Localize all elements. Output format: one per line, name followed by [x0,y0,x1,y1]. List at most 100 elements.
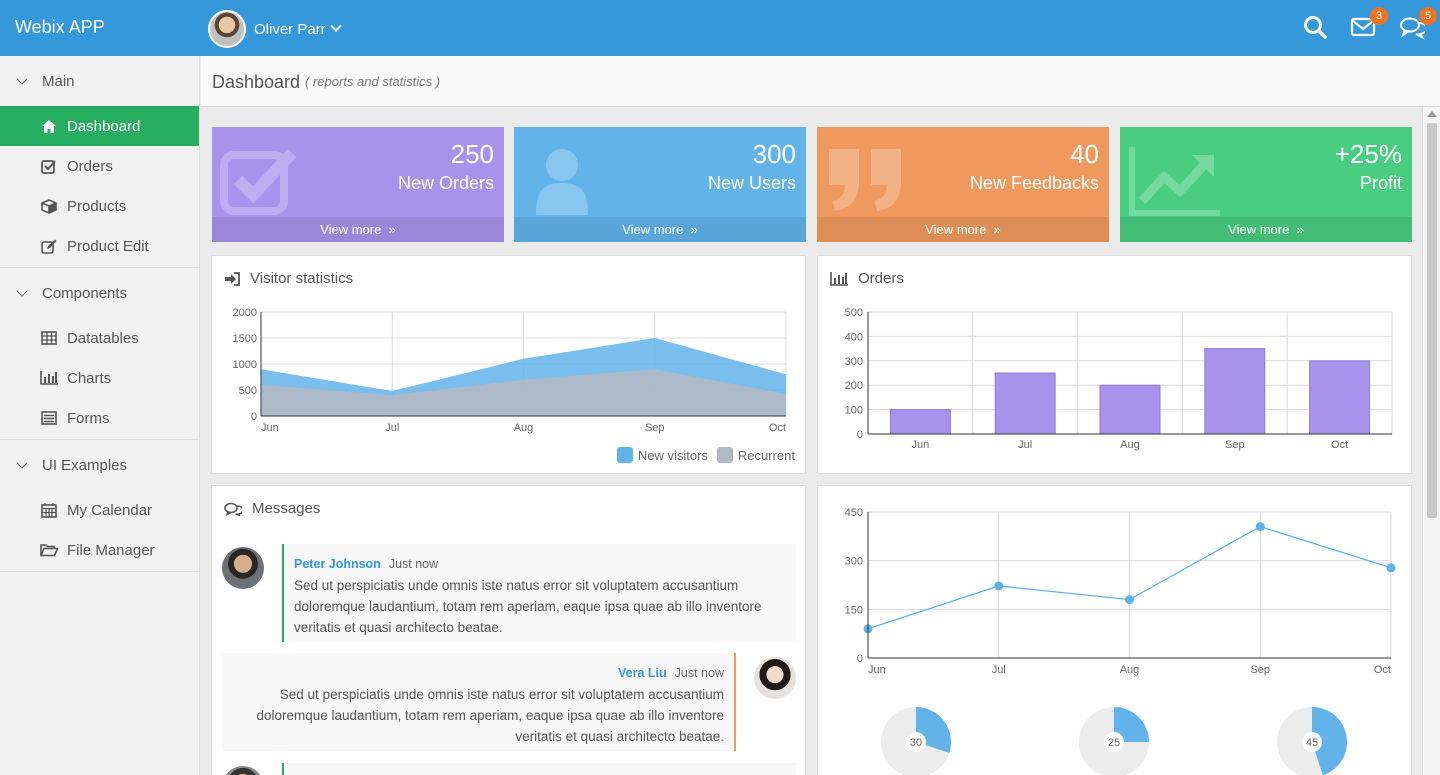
mail-icon[interactable]: 3 [1350,7,1388,42]
chevron-down-icon [16,73,28,85]
y-tick-label: 450 [845,507,863,519]
search-icon[interactable] [1302,14,1330,42]
sidebar-group-components[interactable]: Components [0,268,199,318]
app-title[interactable]: Webix APP [15,17,105,37]
panel-title-text: Messages [252,500,321,517]
scroll-up-icon[interactable] [1427,111,1437,117]
bar-chart-icon [830,271,848,286]
panel-title: Messages [224,500,320,517]
bar [889,409,951,435]
sidebar-item-products[interactable]: Products [0,186,199,226]
avatar[interactable] [754,657,796,699]
comments-icon [224,502,242,516]
view-more-label: View more [320,222,382,237]
scrollbar-thumb[interactable] [1427,123,1437,518]
check-square-icon [220,148,297,215]
avatar[interactable] [222,766,264,775]
chart-legend: New visitors Recurrent [608,447,795,463]
sidebar-item-file-manager[interactable]: File Manager [0,530,199,570]
stat-label: New Users [707,173,796,193]
user-menu[interactable]: Oliver Parr [208,10,342,48]
x-tick-label: Oct [769,422,786,434]
stat-tile-new-users: 300 New Users View more » [514,127,806,242]
bar [994,372,1056,435]
double-chevron-right-icon: » [1292,222,1304,237]
avatar[interactable] [222,547,264,589]
edit-icon [40,239,58,254]
x-tick-label: Sep [1250,664,1270,676]
stat-label: Profit [1359,173,1402,193]
sidebar-item-label: File Manager [67,541,155,559]
sidebar-item-datatables[interactable]: Datatables [0,318,199,358]
x-tick-label: Oct [1331,439,1348,451]
legend-swatch [716,447,733,463]
x-tick-label: Jun [912,439,930,451]
view-more-link[interactable]: View more » [212,217,504,242]
message-text: Sed ut perspiciatis unde omnis iste natu… [256,687,724,744]
top-bar: Webix APP Oliver Parr 3 5 [0,0,1440,56]
data-point [1386,563,1396,573]
sidebar-group-ui-examples[interactable]: UI Examples [0,440,199,490]
y-tick-label: 100 [845,405,863,417]
message-author[interactable]: Vera Liu [618,666,667,680]
sidebar-group-label: Main [42,72,75,90]
double-chevron-right-icon: » [384,222,396,237]
visitor-statistics-panel: Visitor statistics 0 500 1000 1500 2000 Jun Ju… [211,255,806,474]
sidebar-item-my-calendar[interactable]: My Calendar [0,490,199,530]
chat-icon[interactable]: 5 [1399,7,1437,42]
sign-in-icon [224,271,240,286]
double-chevron-right-icon: » [686,222,698,237]
sidebar-item-orders[interactable]: Orders [0,146,199,186]
sidebar-item-forms[interactable]: Forms [0,398,199,438]
y-tick-label: 200 [845,380,863,392]
divider [0,439,199,440]
y-tick-label: 0 [857,653,863,665]
message-item: Peter Johnson Just now Sed ut perspiciati… [282,544,796,642]
chevron-down-icon [330,20,342,32]
trend-up-icon [1129,147,1220,216]
sidebar-group-main[interactable]: Main [0,56,199,106]
check-square-icon [40,159,58,174]
message-time: Just now [674,666,724,680]
legend-swatch [616,447,633,463]
chat-badge: 5 [1419,7,1437,25]
scrollbar[interactable] [1422,107,1440,775]
pie-label: 25 [1108,737,1120,749]
x-tick-label: Aug [514,422,534,434]
y-tick-label: 300 [845,556,863,568]
stat-label: New Orders [397,173,494,193]
sidebar-item-dashboard[interactable]: Dashboard [0,106,199,146]
view-more-link[interactable]: View more » [817,217,1109,242]
legend-item[interactable]: Recurrent [716,447,795,463]
sidebar-item-product-edit[interactable]: Product Edit [0,226,199,266]
view-more-link[interactable]: View more » [514,217,806,242]
panel-title-text: Visitor statistics [250,270,354,287]
sidebar-item-label: Forms [67,409,110,427]
orders-panel: Orders 0 100 200 300 400 500 Jun Jul Aug Sep Oct [817,255,1412,474]
sidebar-item-label: Products [67,197,127,215]
sidebar: Main Dashboard Orders Products Product E… [0,56,200,775]
sidebar-group-label: UI Examples [42,456,128,474]
sidebar-item-charts[interactable]: Charts [0,358,199,398]
pie-center [906,732,926,752]
divider [0,571,199,572]
x-tick-label: Jul [992,664,1006,676]
legend-item[interactable]: New visitors [616,447,708,463]
visitor-statistics-chart: 0 500 1000 1500 2000 Jun Jul Aug Sep Oct [233,307,787,434]
message-author[interactable]: Peter Johnson [294,557,381,571]
trend-line-chart: 0 150 300 450 Jun Jul Aug Sep Oct 30 25 45 [845,507,1396,775]
bar [1204,348,1266,435]
data-point [1125,595,1134,605]
messages-panel: Messages Peter Johnson Just now Sed ut pe… [211,485,806,775]
legend-label: New visitors [637,448,708,463]
x-tick-label: Jun [261,422,279,434]
pie-label: 45 [1306,737,1318,749]
user-icon [536,149,588,215]
y-tick-label: 500 [845,307,863,319]
view-more-label: View more [622,222,684,237]
mail-badge: 3 [1370,7,1388,25]
list-icon [40,411,58,425]
user-name: Oliver Parr [254,20,326,38]
y-tick-label: 150 [845,604,863,616]
view-more-link[interactable]: View more » [1120,217,1412,242]
